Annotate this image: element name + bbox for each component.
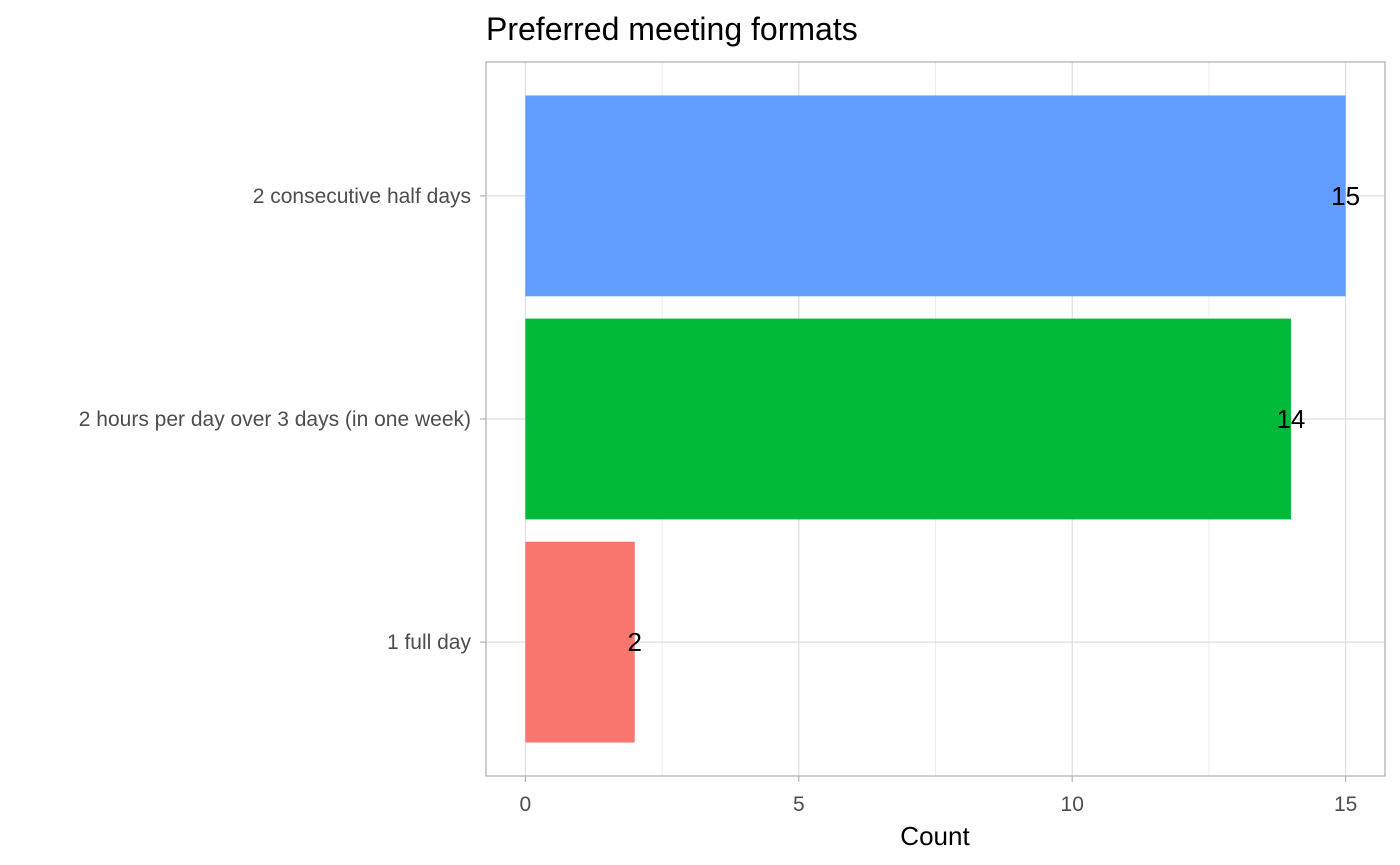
x-tick-label: 15 xyxy=(1334,793,1357,816)
x-axis-ticks: 0 5 10 15 xyxy=(520,776,1357,816)
bar xyxy=(525,95,1346,297)
bars xyxy=(525,95,1346,743)
y-axis-ticks: 1 full day 2 hours per day over 3 days (i… xyxy=(79,185,486,654)
y-tick-label: 1 full day xyxy=(387,631,472,654)
y-tick-label: 2 hours per day over 3 days (in one week… xyxy=(79,408,471,431)
data-label: 2 xyxy=(628,627,642,657)
chart-title: Preferred meeting formats xyxy=(486,11,858,47)
bar xyxy=(525,541,635,743)
bar xyxy=(525,318,1291,520)
data-labels: 2 14 15 xyxy=(628,181,1361,657)
x-tick-label: 10 xyxy=(1061,793,1084,816)
y-tick-label: 2 consecutive half days xyxy=(253,185,471,208)
data-label: 15 xyxy=(1331,181,1360,211)
x-axis-title: Count xyxy=(900,821,970,851)
data-label: 14 xyxy=(1276,404,1305,434)
x-tick-label: 5 xyxy=(793,793,805,816)
x-tick-label: 0 xyxy=(520,793,532,816)
